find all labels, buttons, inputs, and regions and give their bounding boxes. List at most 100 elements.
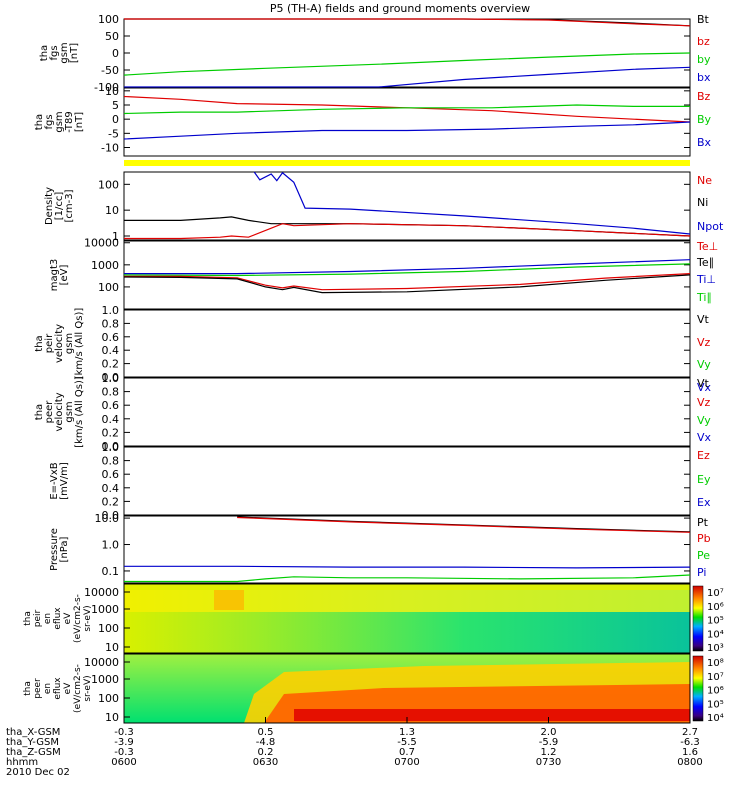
colorbar-tick-label: 10³	[707, 643, 724, 654]
series-line	[124, 259, 691, 275]
y-tick-label: 100	[98, 281, 119, 294]
spectrogram-hot-patch	[214, 590, 244, 610]
legend-entry: Pb	[697, 532, 711, 545]
y-tick-label: 0.0	[102, 509, 120, 522]
y-axis-label: velocity	[54, 392, 65, 431]
x-axis-value: 2.7	[682, 727, 698, 738]
spectrogram-s1: 10000 1000 100 10 tha peir en eflux eV (eV/cm2-s-…	[23, 583, 724, 654]
x-axis-value: 1.3	[399, 727, 415, 738]
legend-entry: Bx	[697, 136, 712, 149]
legend-entry: bz	[697, 35, 710, 48]
y-tick-label: 10000	[84, 586, 119, 599]
colorbar-tick-label: 10⁷	[707, 672, 724, 683]
colorbar-tick-label: 10⁵	[707, 699, 724, 710]
y-axis-label: en	[43, 613, 53, 624]
x-axis-value: 0.5	[258, 727, 274, 738]
y-tick-label: 0.8	[102, 386, 120, 399]
y-tick-label: 1.0	[102, 441, 120, 454]
series-line	[124, 223, 691, 240]
y-axis-label: gsm	[64, 401, 75, 422]
y-tick-label: -100	[94, 81, 119, 94]
y-tick-label: 10	[105, 204, 119, 217]
y-axis-label: [nPa]	[59, 536, 70, 562]
x-axis-value: -4.8	[256, 737, 276, 748]
y-axis-label: [cm-3]	[64, 189, 75, 222]
y-axis-label: fgs	[44, 114, 55, 129]
colorbar-tick-label: 10⁶	[707, 686, 724, 697]
legend-entry: Pi	[697, 566, 706, 579]
y-axis-label: tha	[34, 114, 45, 130]
legend-entry: Vx	[697, 381, 712, 394]
legend-entry: Vz	[697, 396, 711, 409]
y-tick-label: 10000	[84, 656, 119, 669]
y-tick-label: 1.0	[102, 539, 120, 552]
y-tick-label: 0.4	[102, 482, 120, 495]
y-tick-label: -5	[108, 127, 119, 140]
y-axis-label: [km/s (All Qs)]	[74, 376, 85, 448]
colorbar	[692, 585, 704, 652]
colorbar-tick-label: 10⁷	[707, 588, 724, 599]
x-axis-value: -0.3	[114, 747, 134, 758]
x-axis-value: 0730	[536, 757, 561, 768]
y-axis-label: peer	[44, 400, 55, 424]
panel-frame	[123, 18, 691, 88]
spectrogram-peak-band	[294, 709, 690, 721]
x-axis-row-label: tha_X-GSM	[6, 727, 60, 738]
series-line	[124, 273, 691, 291]
y-tick-label: 0	[112, 113, 119, 126]
x-axis-value: -5.5	[397, 737, 417, 748]
y-tick-label: 10000	[84, 237, 119, 250]
y-tick-label: 0.2	[102, 426, 120, 439]
x-axis-value: -3.9	[114, 737, 134, 748]
y-axis-label: sr-eV)	[83, 605, 93, 631]
y-axis-label: Density	[44, 187, 55, 225]
y-tick-label: 0.0	[102, 440, 120, 453]
panel-frame	[123, 377, 691, 447]
y-tick-label: -50	[101, 64, 119, 77]
y-axis-label: peir	[33, 609, 43, 627]
spectrogram-top-band	[124, 584, 690, 590]
y-tick-label: 10	[105, 641, 119, 654]
y-axis-label: peir	[44, 333, 55, 353]
y-axis-label: [eV]	[59, 265, 70, 286]
x-axis-value: 0630	[253, 757, 278, 768]
panel-frame	[123, 171, 691, 241]
series-line	[124, 574, 691, 583]
x-axis-value: 2.0	[541, 727, 557, 738]
y-axis-label: [mV/m]	[59, 462, 70, 500]
y-axis-label: tha	[39, 45, 50, 61]
colorbar-tick-label: 10⁶	[707, 602, 724, 613]
legend-entry: Vx	[697, 431, 712, 444]
series-line	[124, 66, 691, 88]
x-axis-value: 0.2	[258, 747, 274, 758]
series-line	[123, 95, 691, 123]
legend-entry: Vt	[697, 377, 710, 390]
y-axis-label: (eV/cm2-s-	[73, 594, 83, 643]
y-axis-label: -T89	[64, 111, 75, 133]
legend-entry: Ni	[697, 196, 708, 209]
y-axis-label: peer	[33, 678, 43, 699]
y-tick-label: 10	[105, 85, 119, 98]
y-axis-label: gsm	[59, 42, 70, 63]
y-tick-label: 0.6	[102, 331, 120, 344]
y-tick-label: 1.0	[102, 372, 120, 385]
y-axis-label: tha	[23, 611, 33, 626]
legend-entry: Ne	[697, 174, 712, 187]
panel-frame	[123, 309, 691, 378]
legend-entry: Ez	[697, 449, 710, 462]
legend-entry: Ti⊥	[696, 273, 716, 286]
y-axis-label: tha	[34, 404, 45, 420]
y-axis-label: sr-eV)	[83, 675, 93, 701]
y-tick-label: 0.0	[102, 371, 120, 384]
y-tick-label: 0.2	[102, 495, 120, 508]
legend-entry: by	[697, 53, 711, 66]
x-axis-row-label: tha_Y-GSM	[6, 737, 59, 748]
y-axis-label: en	[43, 683, 53, 694]
y-tick-label: 10	[105, 711, 119, 724]
colorbar-tick-label: 10⁸	[707, 658, 724, 669]
y-axis-label: magt3	[49, 259, 60, 292]
y-tick-label: 1	[112, 230, 119, 243]
